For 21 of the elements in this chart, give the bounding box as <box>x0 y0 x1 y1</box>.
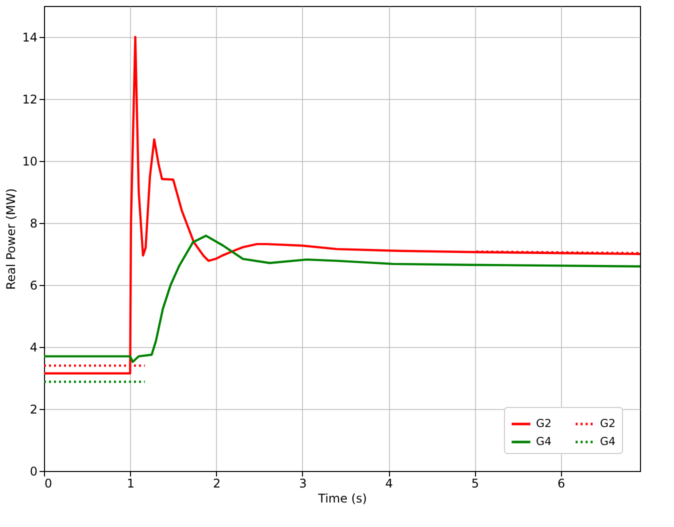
x-tick-label: 0 <box>44 476 52 490</box>
y-tick-label: 8 <box>30 216 38 230</box>
legend-label: G2 <box>600 417 616 430</box>
y-tick-label: 4 <box>30 340 38 354</box>
y-tick-label: 0 <box>30 464 38 478</box>
x-tick-label: 6 <box>557 476 566 490</box>
y-tick-label: 10 <box>22 154 38 168</box>
legend-label: G2 <box>536 417 552 430</box>
x-tick-label: 5 <box>471 476 479 490</box>
x-tick-label: 3 <box>299 476 307 490</box>
x-tick-label: 2 <box>212 476 221 490</box>
y-tick-label: 6 <box>30 278 38 292</box>
y-tick-label: 2 <box>30 402 38 416</box>
y-tick-label: 12 <box>22 92 38 106</box>
x-tick-label: 1 <box>126 476 134 490</box>
legend-label: G4 <box>536 435 552 448</box>
y-tick-label: 14 <box>22 30 38 44</box>
x-tick-label: 4 <box>385 476 393 490</box>
x-axis-title: Time (s) <box>317 492 367 506</box>
legend-label: G4 <box>600 435 616 448</box>
y-axis-title: Real Power (MW) <box>4 188 18 290</box>
